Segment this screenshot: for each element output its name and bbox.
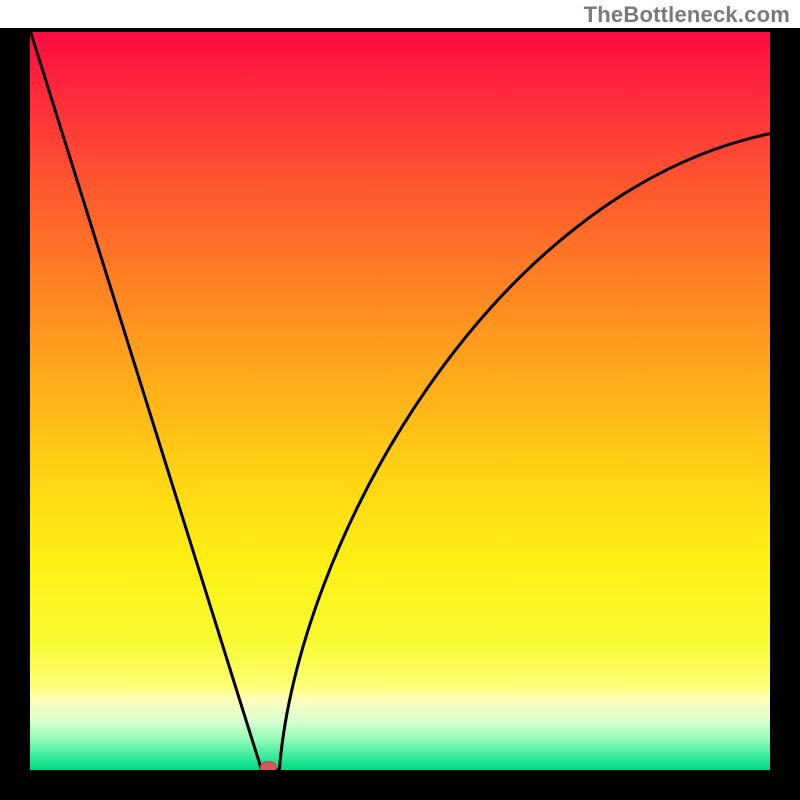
frame-right bbox=[770, 0, 800, 800]
gradient-background bbox=[30, 30, 770, 770]
frame-bottom bbox=[0, 770, 800, 800]
top-white-strip bbox=[0, 0, 800, 28]
frame-left bbox=[0, 0, 30, 800]
chart-svg bbox=[0, 0, 800, 800]
frame-top bbox=[0, 28, 800, 32]
chart-root: TheBottleneck.com bbox=[0, 0, 800, 800]
